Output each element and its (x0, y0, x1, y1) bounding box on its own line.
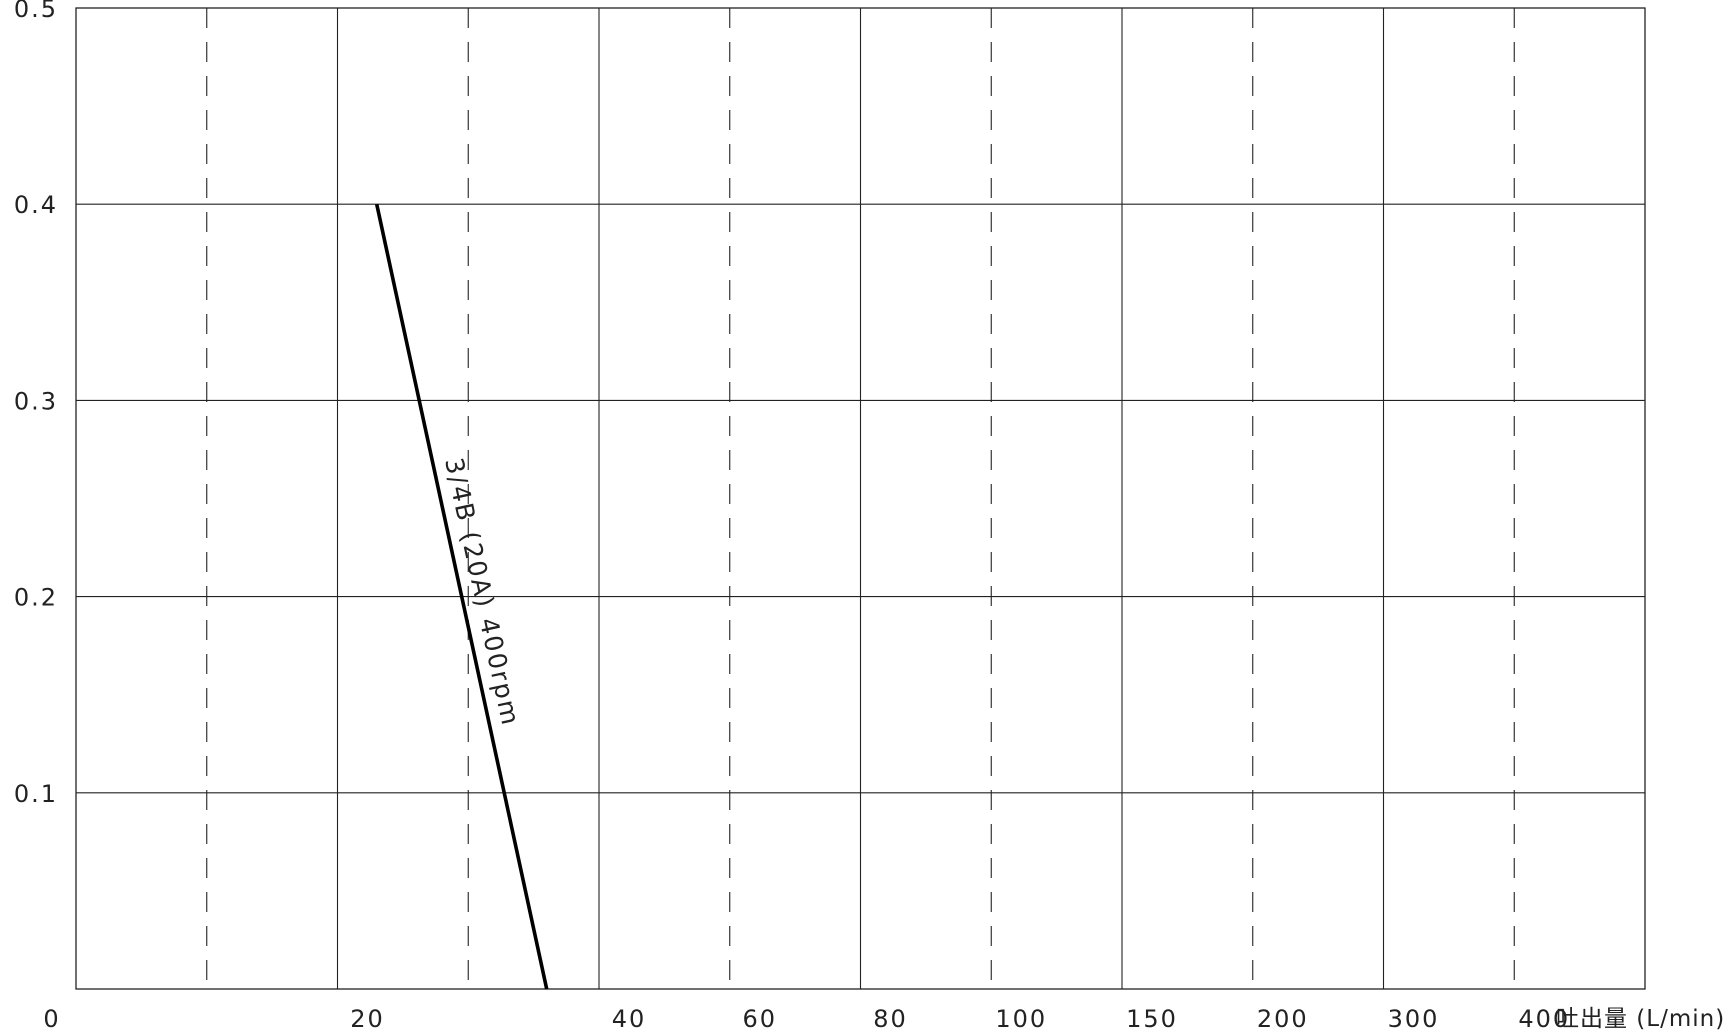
x-tick-label: 300 (1388, 1005, 1440, 1032)
y-tick-label: 0.4 (14, 191, 58, 219)
x-tick-label: 200 (1257, 1005, 1309, 1032)
grid (76, 8, 1645, 989)
x-axis-unit-label: 吐出量 (L/min) (1556, 1006, 1725, 1032)
x-tick-label: 100 (995, 1005, 1047, 1032)
y-tick-label: 0.2 (14, 584, 58, 612)
y-tick-label: 0.3 (14, 387, 58, 415)
x-tick-label: 80 (873, 1005, 908, 1032)
y-tick-label: 0.5 (14, 0, 58, 23)
x-tick-label: 60 (742, 1005, 777, 1032)
x-tick-label: 20 (350, 1005, 385, 1032)
y-tick-label: 0.1 (14, 780, 58, 808)
x-tick-label: 150 (1126, 1005, 1178, 1032)
x-tick-label: 40 (612, 1005, 647, 1032)
x-tick-label: 0 (43, 1005, 60, 1032)
